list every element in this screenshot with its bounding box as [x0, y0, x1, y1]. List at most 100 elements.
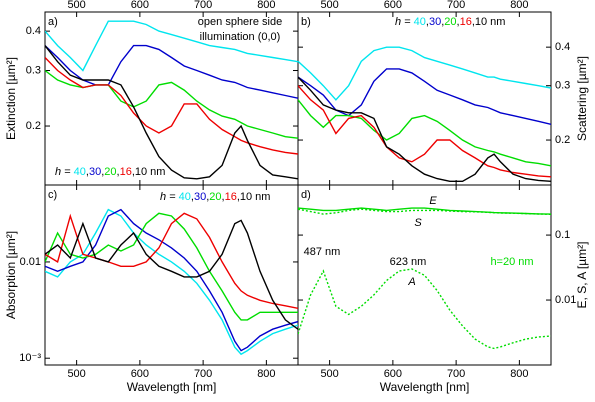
- x-tick-label: 600: [384, 0, 402, 11]
- series-line: [298, 76, 551, 182]
- series-line: [45, 44, 298, 99]
- annotation: open sphere side: [198, 16, 282, 28]
- legend-unit: nm: [255, 191, 270, 203]
- x-axis-label: Wavelength [nm]: [127, 380, 217, 394]
- x-tick-label: 800: [257, 0, 275, 11]
- legend-separator: ,: [457, 16, 460, 28]
- legend-entry: 16: [120, 166, 132, 178]
- x-tick-label: 500: [320, 368, 338, 380]
- y-axis-label: Absorption [µm²]: [4, 231, 18, 319]
- series-line: [45, 57, 298, 155]
- legend-separator: ,: [472, 16, 475, 28]
- y-axis-label: Extinction [µm²]: [4, 57, 18, 140]
- annotation: 623 nm: [390, 256, 427, 268]
- y-axis-label: Scattering [µm²]: [575, 56, 589, 141]
- x-tick-label: 700: [194, 0, 212, 11]
- legend: h = 40,30,20,16,10 nm: [160, 191, 270, 203]
- x-tick-label: 700: [194, 368, 212, 380]
- x-tick-label: 700: [447, 368, 465, 380]
- curve-label: E: [429, 195, 437, 207]
- panel-frame: [297, 184, 552, 366]
- legend-entry: 30: [89, 166, 101, 178]
- legend-prefix: h =: [160, 191, 179, 203]
- y-tick-label: 0.4: [555, 41, 570, 53]
- curve-label: S: [414, 217, 422, 229]
- series-line: [45, 212, 298, 321]
- series-line: [45, 212, 298, 309]
- y-tick-label: 0.2: [26, 120, 41, 132]
- legend-entry: 30: [194, 191, 206, 203]
- x-tick-label: 600: [131, 368, 149, 380]
- legend-separator: ,: [222, 191, 225, 203]
- legend-prefix: h =: [395, 16, 414, 28]
- series-line: [45, 20, 298, 72]
- y-tick-label: 0.3: [26, 64, 41, 76]
- x-tick-label: 700: [447, 0, 465, 11]
- legend-unit: nm: [150, 166, 165, 178]
- legend-separator: ,: [117, 166, 120, 178]
- annotation: illumination (0,0): [200, 31, 281, 43]
- panel-label: a): [48, 16, 58, 28]
- series-line: [298, 85, 551, 178]
- legend-entry: 10: [135, 166, 147, 178]
- annotation: h=20 nm: [490, 256, 533, 268]
- series-line: [45, 208, 298, 352]
- y-tick-label: 10⁻³: [19, 352, 41, 364]
- x-tick-label: 500: [67, 0, 85, 11]
- legend-separator: ,: [426, 16, 429, 28]
- legend-separator: ,: [101, 166, 104, 178]
- panel-frame: [44, 184, 299, 366]
- y-tick-label: 0.01: [555, 294, 576, 306]
- y-tick-label: 0.3: [555, 80, 570, 92]
- legend-unit: nm: [490, 16, 505, 28]
- y-axis-label: E, S, A [µm²]: [575, 242, 589, 309]
- legend-entry: 40: [179, 191, 191, 203]
- panel-label: d): [301, 189, 311, 201]
- legend-entry: 40: [74, 166, 86, 178]
- y-tick-label: 0.1: [555, 229, 570, 241]
- y-tick-label: 0.2: [555, 134, 570, 146]
- legend-separator: ,: [132, 166, 135, 178]
- annotation: 487 nm: [304, 246, 341, 258]
- legend: h = 40,30,20,16,10 nm: [55, 166, 165, 178]
- panel-label: c): [48, 189, 57, 201]
- series-line: [298, 268, 551, 350]
- legend-entry: 20: [104, 166, 116, 178]
- legend-separator: ,: [86, 166, 89, 178]
- legend-prefix: h =: [55, 166, 74, 178]
- legend-entry: 10: [475, 16, 487, 28]
- legend-entry: 16: [225, 191, 237, 203]
- x-axis-label: Wavelength [nm]: [380, 380, 470, 394]
- x-tick-label: 600: [131, 0, 149, 11]
- x-tick-label: 500: [67, 368, 85, 380]
- legend-entry: 16: [460, 16, 472, 28]
- series-line: [45, 208, 298, 356]
- series-line: [298, 68, 551, 125]
- legend-separator: ,: [191, 191, 194, 203]
- legend-entry: 30: [429, 16, 441, 28]
- panel-frame: [297, 11, 552, 186]
- legend-entry: 20: [209, 191, 221, 203]
- legend-entry: 10: [240, 191, 252, 203]
- x-tick-label: 500: [320, 0, 338, 11]
- legend-separator: ,: [206, 191, 209, 203]
- legend-separator: ,: [237, 191, 240, 203]
- series-line: [45, 45, 298, 180]
- series-line: [45, 219, 298, 330]
- series-line: [298, 46, 551, 101]
- y-tick-label: 0.01: [20, 256, 41, 268]
- legend: h = 40,30,20,16,10 nm: [395, 16, 505, 28]
- curve-label: A: [407, 276, 415, 288]
- x-tick-label: 800: [257, 368, 275, 380]
- series-line: [298, 208, 551, 215]
- series-line: [298, 99, 551, 167]
- x-tick-label: 800: [510, 0, 528, 11]
- panel-label: b): [301, 16, 311, 28]
- y-tick-label: 0.4: [26, 25, 41, 37]
- legend-entry: 20: [444, 16, 456, 28]
- x-tick-label: 800: [510, 368, 528, 380]
- x-tick-label: 600: [384, 368, 402, 380]
- legend-separator: ,: [441, 16, 444, 28]
- legend-entry: 40: [414, 16, 426, 28]
